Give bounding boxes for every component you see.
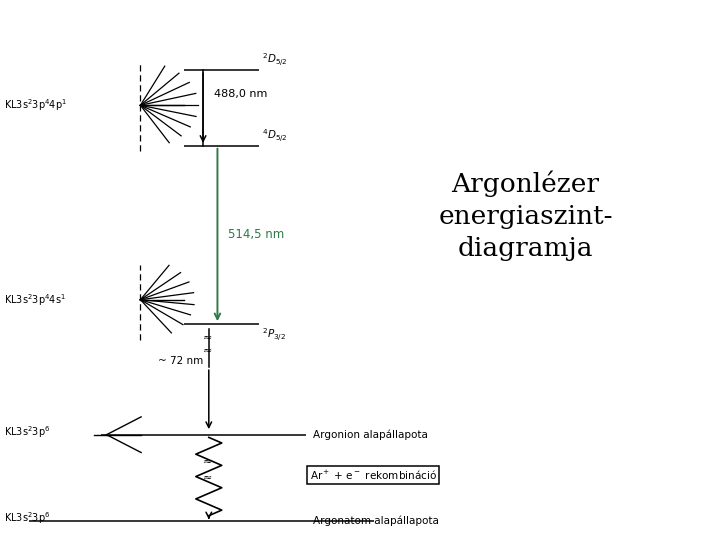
Text: 488,0 nm: 488,0 nm [214, 90, 267, 99]
Text: KL3s$^2$3p$^4$4s$^1$: KL3s$^2$3p$^4$4s$^1$ [4, 292, 66, 308]
Text: $^2D_{5/2}$: $^2D_{5/2}$ [262, 51, 288, 68]
Text: ≈: ≈ [203, 333, 212, 342]
Text: Argonion alapállapota: Argonion alapállapota [313, 429, 428, 440]
Text: ≈: ≈ [203, 346, 212, 356]
Text: $^4D_{5/2}$: $^4D_{5/2}$ [262, 127, 288, 144]
Text: $^2P_{3/2}$: $^2P_{3/2}$ [262, 326, 286, 343]
Text: KL3s$^2$3p$^6$: KL3s$^2$3p$^6$ [4, 424, 50, 440]
Text: 514,5 nm: 514,5 nm [228, 228, 284, 241]
Text: ≈: ≈ [203, 457, 212, 467]
Text: KL3s$^2$3p$^6$: KL3s$^2$3p$^6$ [4, 510, 50, 526]
Text: Argonatom alapállapota: Argonatom alapállapota [313, 516, 439, 526]
Text: ≈: ≈ [203, 473, 212, 483]
Text: KL3s$^2$3p$^4$4p$^1$: KL3s$^2$3p$^4$4p$^1$ [4, 97, 67, 113]
Text: ~ 72 nm: ~ 72 nm [158, 356, 203, 367]
Text: Ar$^+$ + e$^-$ rekombináció: Ar$^+$ + e$^-$ rekombináció [310, 469, 436, 482]
Text: Argonlézer
energiaszint-
diagramja: Argonlézer energiaszint- diagramja [438, 171, 613, 261]
